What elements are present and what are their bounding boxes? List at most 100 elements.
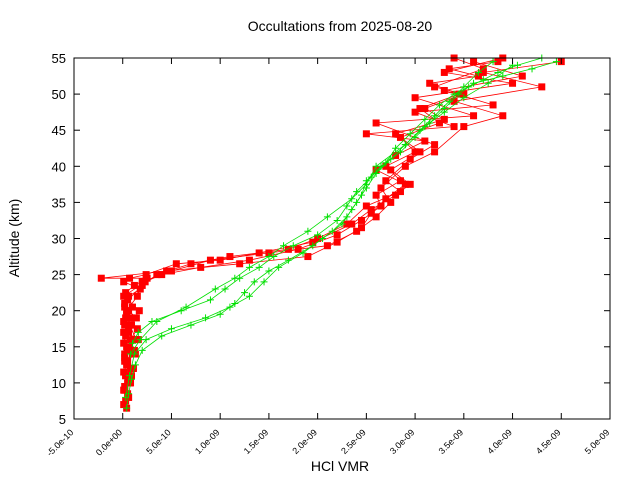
data-point <box>122 332 130 340</box>
data-point <box>401 180 409 188</box>
data-point <box>348 195 356 203</box>
series-0-profile-line <box>122 57 485 391</box>
data-point <box>460 94 468 102</box>
data-point <box>450 97 458 105</box>
data-point <box>411 94 419 102</box>
data-point <box>372 162 380 170</box>
data-point <box>158 271 166 279</box>
data-point <box>392 130 400 138</box>
data-point <box>130 281 138 289</box>
data-point <box>401 162 409 170</box>
data-point <box>435 119 443 127</box>
data-point <box>396 177 404 185</box>
data-point <box>135 307 143 315</box>
data-point <box>489 58 497 66</box>
data-point <box>121 303 129 311</box>
data-point <box>372 119 380 127</box>
data-point <box>392 191 400 199</box>
data-point <box>143 274 151 282</box>
data-point <box>445 65 453 73</box>
series-1-profile-line <box>126 61 494 409</box>
series-1-profile-line <box>130 64 513 355</box>
data-point <box>241 289 249 297</box>
data-point <box>474 68 482 76</box>
data-point <box>552 58 560 66</box>
y-tick-label: 50 <box>52 87 66 102</box>
data-point <box>133 325 141 333</box>
data-point <box>406 155 414 163</box>
data-point <box>125 325 133 333</box>
x-tick-label: 4.5e-09 <box>534 427 563 456</box>
data-point <box>474 72 482 80</box>
data-point <box>372 166 380 174</box>
data-point <box>126 343 134 351</box>
x-tick-label: 0.0e+00 <box>94 427 124 457</box>
data-point <box>226 253 234 261</box>
data-point <box>494 68 502 76</box>
data-point <box>440 115 448 123</box>
data-point <box>323 242 331 250</box>
data-point <box>304 253 312 261</box>
data-point <box>172 260 180 268</box>
data-point <box>338 220 346 228</box>
data-point <box>343 220 351 228</box>
data-point <box>202 314 210 322</box>
data-point <box>127 314 135 322</box>
data-point <box>182 303 190 311</box>
x-tick-label: 1.5e-09 <box>242 427 271 456</box>
data-point <box>216 310 224 318</box>
data-point <box>396 133 404 141</box>
data-point <box>357 191 365 199</box>
data-point <box>122 372 130 380</box>
data-point <box>377 202 385 210</box>
data-point <box>141 278 149 286</box>
data-point <box>314 235 322 242</box>
x-tick-label: -5.0e-10 <box>45 427 76 458</box>
data-point <box>138 281 146 289</box>
data-point <box>120 278 128 286</box>
x-tick-label: 5.0e-09 <box>583 427 612 456</box>
x-tick-label: 1.0e-09 <box>193 427 222 456</box>
data-point <box>387 198 395 206</box>
data-point <box>333 216 341 224</box>
series-0-profile-line <box>101 61 523 409</box>
data-point <box>122 397 130 405</box>
data-point <box>125 292 133 300</box>
y-axis: 5 10 15 20 25 30 35 40 45 50 55 <box>52 51 610 427</box>
data-point <box>221 285 229 293</box>
data-point <box>362 202 370 210</box>
data-point <box>153 318 161 326</box>
data-point <box>131 361 139 369</box>
data-point <box>265 267 273 275</box>
y-tick-label: 30 <box>52 232 66 247</box>
data-point <box>142 336 150 344</box>
data-point <box>167 325 175 333</box>
data-point <box>396 148 404 156</box>
data-point <box>416 105 424 113</box>
data-point <box>260 278 268 286</box>
data-point <box>120 318 128 326</box>
data-point <box>265 249 273 257</box>
data-point <box>333 231 341 239</box>
data-point <box>126 274 134 282</box>
data-point <box>121 354 129 362</box>
data-point <box>121 321 129 329</box>
x-tick-label: 3.0e-09 <box>388 427 417 456</box>
data-point <box>138 346 146 354</box>
data-point <box>460 90 468 98</box>
series-1 <box>122 54 560 412</box>
data-point <box>289 242 297 250</box>
data-point <box>348 220 356 228</box>
data-point <box>255 263 263 271</box>
data-point <box>132 314 140 322</box>
data-point <box>421 105 429 113</box>
data-point <box>124 379 132 387</box>
y-tick-label: 40 <box>52 159 66 174</box>
data-point <box>97 274 105 282</box>
data-point <box>411 148 419 156</box>
data-point <box>387 166 395 174</box>
data-point <box>120 401 128 409</box>
data-point <box>120 328 128 336</box>
data-point <box>236 260 244 268</box>
